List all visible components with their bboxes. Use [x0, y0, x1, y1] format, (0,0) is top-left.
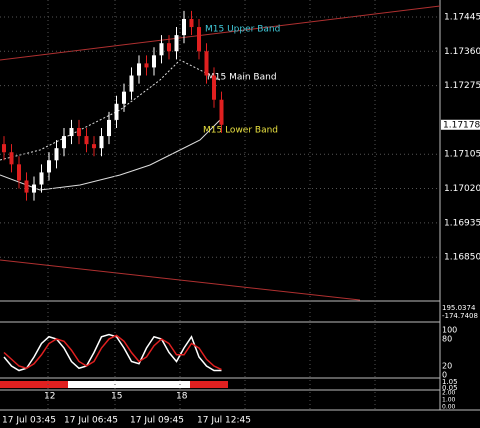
band-label: M15 Upper Band	[205, 25, 280, 35]
panel-label: -174.7408	[442, 312, 478, 320]
candle-body	[69, 127, 74, 137]
candle-body	[167, 43, 171, 52]
panel-label: 1.00	[442, 397, 456, 404]
main-band	[0, 59, 221, 161]
candle-body	[204, 51, 209, 76]
panel-label: 1.05	[442, 378, 458, 386]
candle-body	[144, 63, 149, 68]
y-tick-label: 1.17105	[444, 150, 480, 160]
candle-body	[219, 99, 224, 125]
candle-body	[99, 136, 104, 149]
plot-bg	[0, 0, 440, 410]
hour-label: 15	[111, 392, 122, 402]
candle-body	[129, 75, 134, 92]
candle-body	[182, 18, 186, 36]
hour-label: 12	[44, 392, 55, 402]
panel-label: 0.05	[442, 384, 458, 392]
band-label: M15 Lower Band	[203, 126, 278, 136]
candle-body	[32, 184, 36, 193]
candle-body	[122, 91, 126, 104]
candle-body	[24, 180, 29, 193]
block-bar	[190, 381, 228, 388]
candle-body	[152, 55, 156, 68]
candle-body	[114, 103, 119, 120]
x-tick-label: 17 Jul 06:45	[64, 416, 118, 426]
x-tick-label: 17 Jul 03:45	[2, 416, 56, 426]
lower-band	[0, 119, 221, 191]
candle-body	[137, 63, 141, 76]
candle-body	[17, 164, 21, 181]
stoch-tick: 80	[442, 335, 452, 344]
y-tick-label: 1.17445	[444, 12, 480, 22]
candle-body	[62, 136, 66, 149]
stoch-tick: 0	[442, 371, 447, 380]
stoch-line	[3, 333, 222, 372]
price-box	[441, 119, 480, 130]
candle-body	[107, 119, 111, 137]
price-label: 1.17178	[443, 120, 480, 130]
x-tick-label: 17 Jul 12:45	[197, 416, 251, 426]
hour-label: 18	[176, 392, 188, 402]
y-tick-label: 1.16935	[444, 218, 480, 228]
candle-body	[47, 160, 51, 173]
y-tick-label: 1.17020	[444, 184, 480, 194]
candle-body	[197, 27, 201, 52]
stoch-tick: 100	[442, 326, 457, 335]
candle-body	[2, 144, 6, 153]
block-bar	[68, 381, 190, 388]
panel-label: 195.0374	[442, 304, 476, 312]
block-bar	[0, 381, 68, 388]
candle-body	[39, 172, 44, 185]
y-tick-label: 1.17360	[444, 47, 480, 57]
y-tick-label: 1.16850	[444, 253, 480, 263]
stoch-line	[3, 334, 222, 371]
candle-body	[92, 144, 96, 149]
candle-body	[174, 35, 179, 52]
x-tick-label: 17 Jul 09:45	[130, 416, 184, 426]
candle-body	[54, 148, 59, 161]
panel-label: 2.00	[442, 390, 456, 397]
candle-body	[212, 75, 216, 100]
candle-body	[84, 136, 89, 145]
stoch-tick: 20	[442, 362, 452, 371]
band-label: M15 Main Band	[207, 73, 277, 83]
y-tick-label: 1.17275	[444, 81, 480, 91]
trend-line	[0, 5, 441, 61]
candle-body	[159, 43, 164, 56]
candle-body	[9, 152, 14, 165]
candle-body	[77, 127, 81, 137]
panel-label: 0.00	[442, 404, 456, 411]
candle-body	[189, 18, 194, 28]
